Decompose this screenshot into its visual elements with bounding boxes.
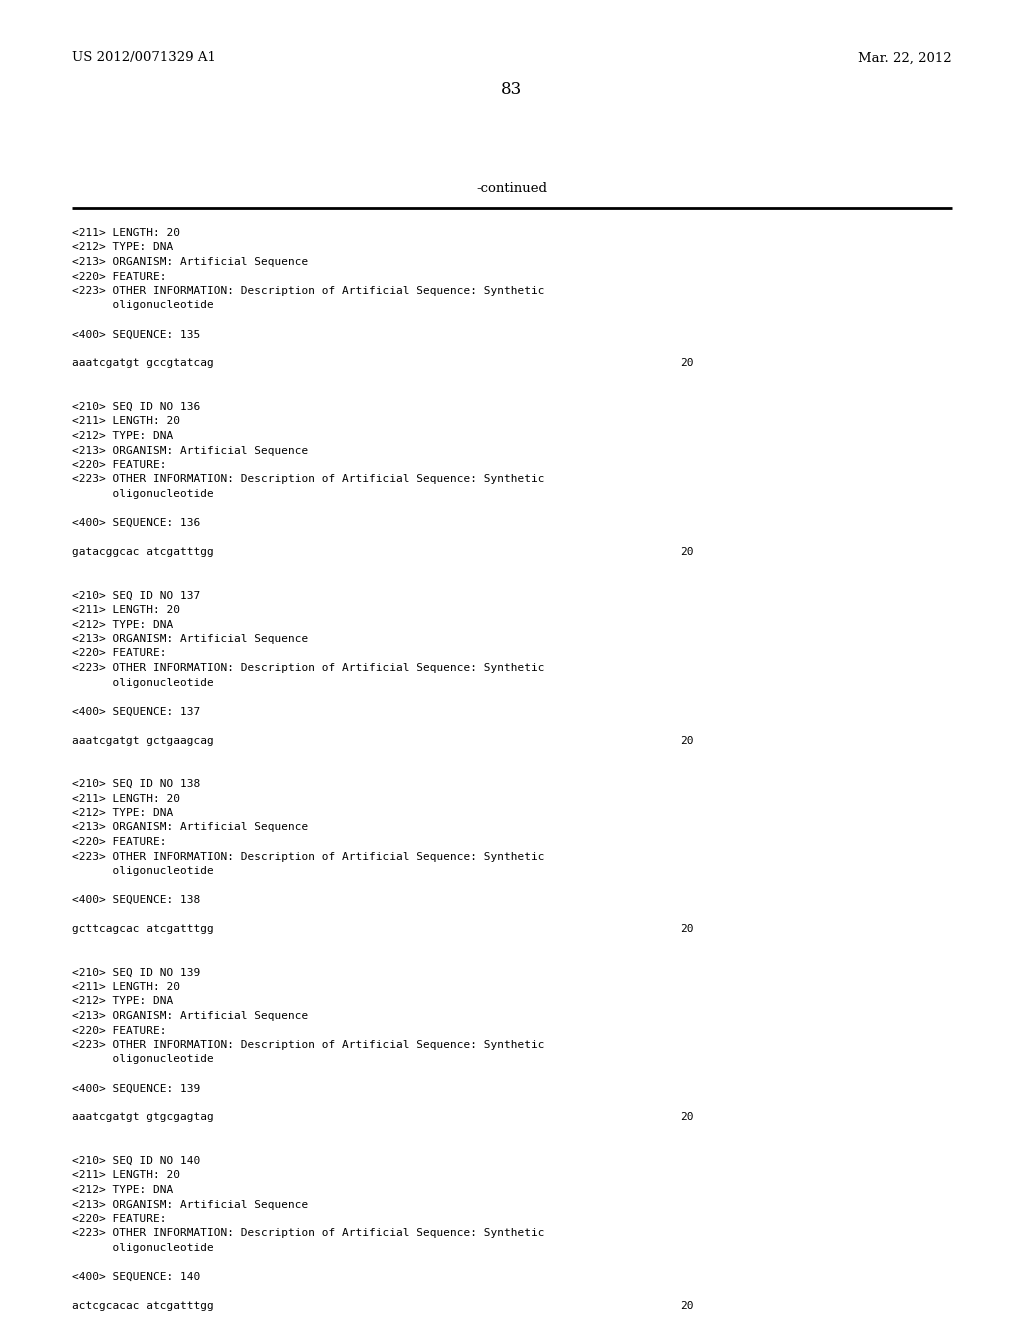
Text: 83: 83 [502, 82, 522, 99]
Text: <220> FEATURE:: <220> FEATURE: [72, 837, 167, 847]
Text: <212> TYPE: DNA: <212> TYPE: DNA [72, 432, 173, 441]
Text: <220> FEATURE:: <220> FEATURE: [72, 648, 167, 659]
Text: <213> ORGANISM: Artificial Sequence: <213> ORGANISM: Artificial Sequence [72, 1011, 308, 1020]
Text: <220> FEATURE:: <220> FEATURE: [72, 272, 167, 281]
Text: <210> SEQ ID NO 139: <210> SEQ ID NO 139 [72, 968, 201, 978]
Text: <213> ORGANISM: Artificial Sequence: <213> ORGANISM: Artificial Sequence [72, 257, 308, 267]
Text: <400> SEQUENCE: 135: <400> SEQUENCE: 135 [72, 330, 201, 339]
Text: <211> LENGTH: 20: <211> LENGTH: 20 [72, 982, 180, 993]
Text: <211> LENGTH: 20: <211> LENGTH: 20 [72, 228, 180, 238]
Text: <210> SEQ ID NO 138: <210> SEQ ID NO 138 [72, 779, 201, 789]
Text: <211> LENGTH: 20: <211> LENGTH: 20 [72, 793, 180, 804]
Text: <223> OTHER INFORMATION: Description of Artificial Sequence: Synthetic: <223> OTHER INFORMATION: Description of … [72, 1040, 545, 1049]
Text: <400> SEQUENCE: 136: <400> SEQUENCE: 136 [72, 517, 201, 528]
Text: <223> OTHER INFORMATION: Description of Artificial Sequence: Synthetic: <223> OTHER INFORMATION: Description of … [72, 286, 545, 296]
Text: <220> FEATURE:: <220> FEATURE: [72, 1214, 167, 1224]
Text: <223> OTHER INFORMATION: Description of Artificial Sequence: Synthetic: <223> OTHER INFORMATION: Description of … [72, 663, 545, 673]
Text: <212> TYPE: DNA: <212> TYPE: DNA [72, 997, 173, 1006]
Text: oligonucleotide: oligonucleotide [72, 488, 214, 499]
Text: <212> TYPE: DNA: <212> TYPE: DNA [72, 808, 173, 818]
Text: <400> SEQUENCE: 139: <400> SEQUENCE: 139 [72, 1084, 201, 1093]
Text: <213> ORGANISM: Artificial Sequence: <213> ORGANISM: Artificial Sequence [72, 1200, 308, 1209]
Text: 20: 20 [680, 924, 693, 935]
Text: oligonucleotide: oligonucleotide [72, 677, 214, 688]
Text: actcgcacac atcgatttgg: actcgcacac atcgatttgg [72, 1302, 214, 1311]
Text: US 2012/0071329 A1: US 2012/0071329 A1 [72, 51, 216, 65]
Text: aaatcgatgt gtgcgagtag: aaatcgatgt gtgcgagtag [72, 1113, 214, 1122]
Text: <210> SEQ ID NO 137: <210> SEQ ID NO 137 [72, 590, 201, 601]
Text: <213> ORGANISM: Artificial Sequence: <213> ORGANISM: Artificial Sequence [72, 446, 308, 455]
Text: oligonucleotide: oligonucleotide [72, 1243, 214, 1253]
Text: 20: 20 [680, 1302, 693, 1311]
Text: <211> LENGTH: 20: <211> LENGTH: 20 [72, 605, 180, 615]
Text: <212> TYPE: DNA: <212> TYPE: DNA [72, 243, 173, 252]
Text: <210> SEQ ID NO 140: <210> SEQ ID NO 140 [72, 1156, 201, 1166]
Text: <223> OTHER INFORMATION: Description of Artificial Sequence: Synthetic: <223> OTHER INFORMATION: Description of … [72, 1229, 545, 1238]
Text: <400> SEQUENCE: 140: <400> SEQUENCE: 140 [72, 1272, 201, 1282]
Text: <400> SEQUENCE: 137: <400> SEQUENCE: 137 [72, 706, 201, 717]
Text: <212> TYPE: DNA: <212> TYPE: DNA [72, 1185, 173, 1195]
Text: gcttcagcac atcgatttgg: gcttcagcac atcgatttgg [72, 924, 214, 935]
Text: <223> OTHER INFORMATION: Description of Artificial Sequence: Synthetic: <223> OTHER INFORMATION: Description of … [72, 474, 545, 484]
Text: gatacggcac atcgatttgg: gatacggcac atcgatttgg [72, 546, 214, 557]
Text: <213> ORGANISM: Artificial Sequence: <213> ORGANISM: Artificial Sequence [72, 822, 308, 833]
Text: 20: 20 [680, 735, 693, 746]
Text: 20: 20 [680, 546, 693, 557]
Text: aaatcgatgt gccgtatcag: aaatcgatgt gccgtatcag [72, 359, 214, 368]
Text: <220> FEATURE:: <220> FEATURE: [72, 459, 167, 470]
Text: 20: 20 [680, 1113, 693, 1122]
Text: <211> LENGTH: 20: <211> LENGTH: 20 [72, 417, 180, 426]
Text: aaatcgatgt gctgaagcag: aaatcgatgt gctgaagcag [72, 735, 214, 746]
Text: <212> TYPE: DNA: <212> TYPE: DNA [72, 619, 173, 630]
Text: <220> FEATURE:: <220> FEATURE: [72, 1026, 167, 1035]
Text: oligonucleotide: oligonucleotide [72, 1055, 214, 1064]
Text: oligonucleotide: oligonucleotide [72, 866, 214, 876]
Text: <223> OTHER INFORMATION: Description of Artificial Sequence: Synthetic: <223> OTHER INFORMATION: Description of … [72, 851, 545, 862]
Text: <210> SEQ ID NO 136: <210> SEQ ID NO 136 [72, 403, 201, 412]
Text: <211> LENGTH: 20: <211> LENGTH: 20 [72, 1171, 180, 1180]
Text: <213> ORGANISM: Artificial Sequence: <213> ORGANISM: Artificial Sequence [72, 634, 308, 644]
Text: Mar. 22, 2012: Mar. 22, 2012 [858, 51, 952, 65]
Text: oligonucleotide: oligonucleotide [72, 301, 214, 310]
Text: -continued: -continued [476, 182, 548, 195]
Text: <400> SEQUENCE: 138: <400> SEQUENCE: 138 [72, 895, 201, 906]
Text: 20: 20 [680, 359, 693, 368]
